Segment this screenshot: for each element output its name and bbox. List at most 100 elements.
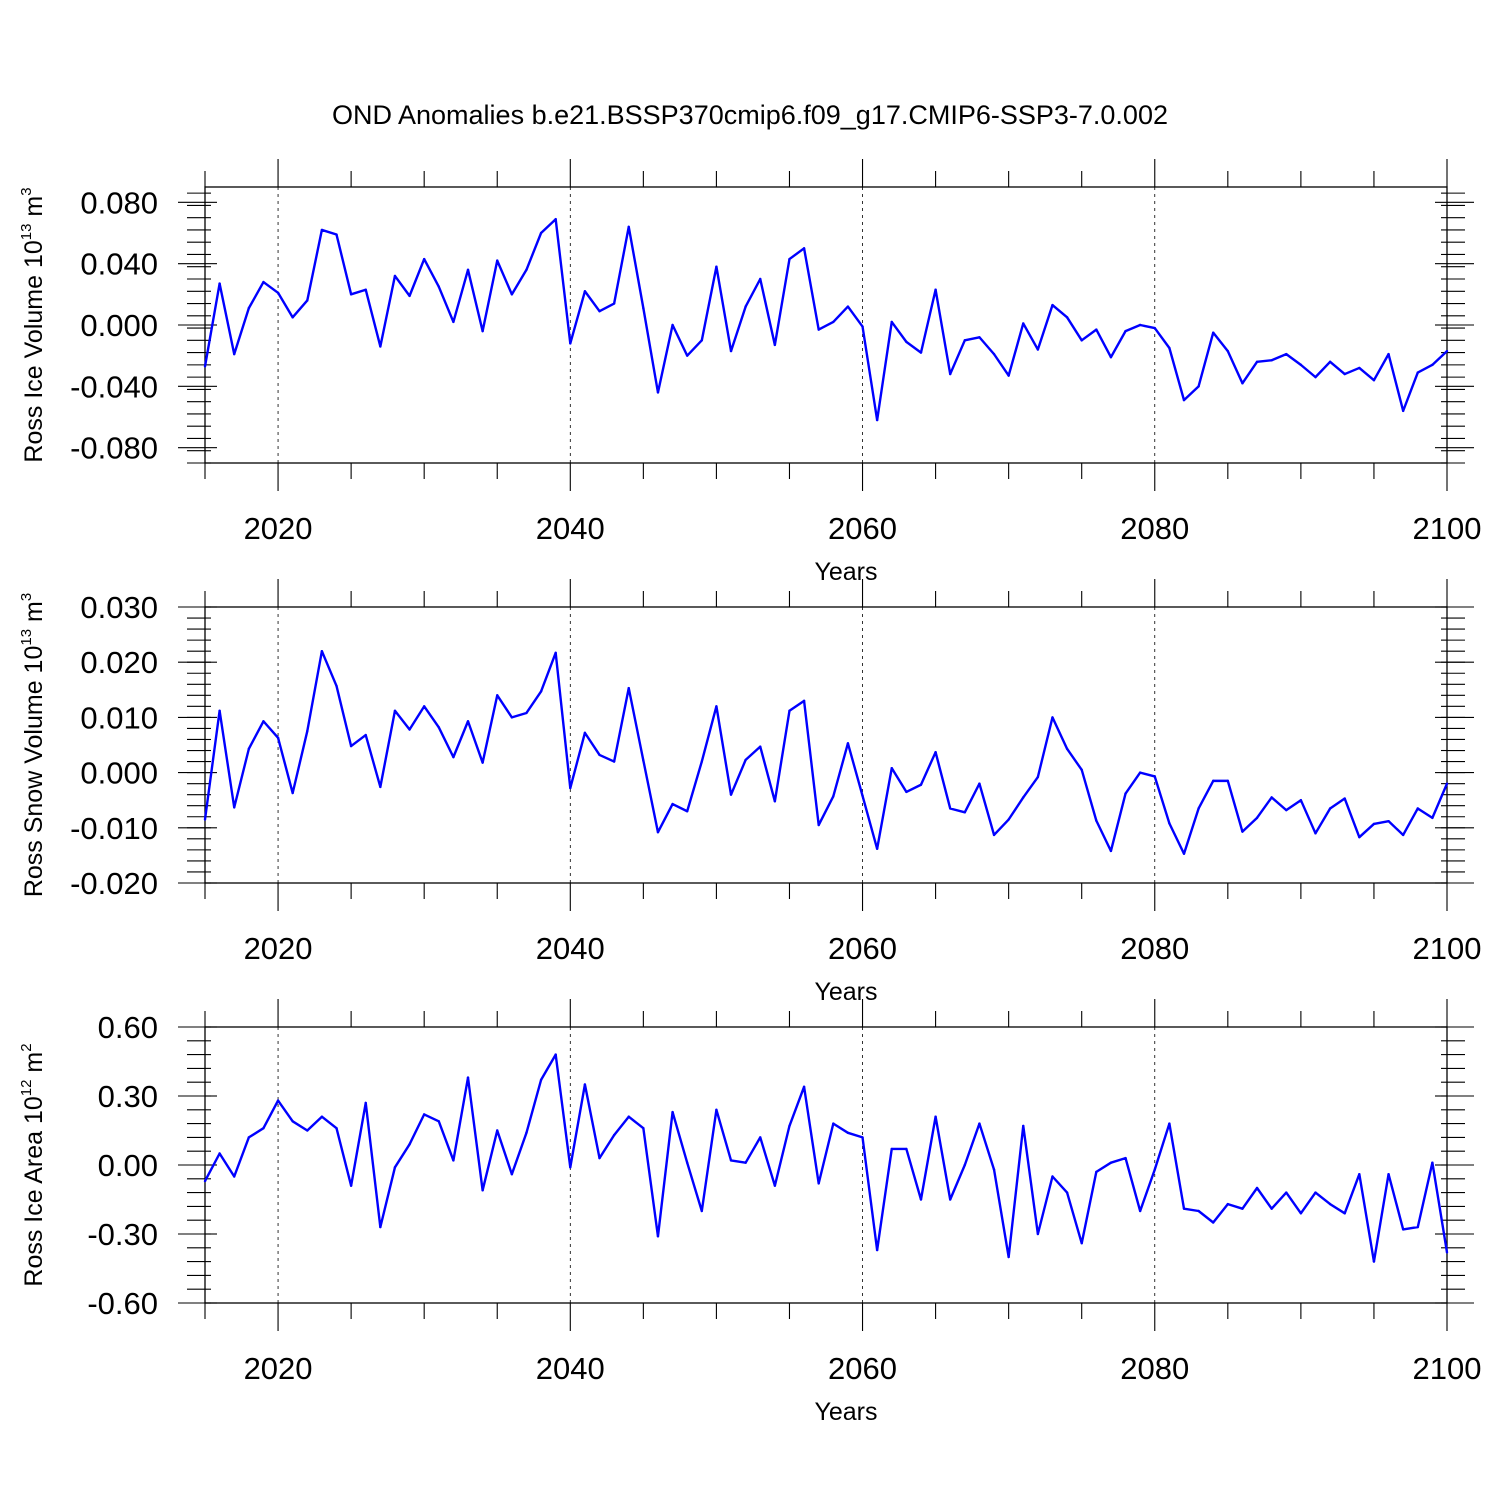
data-point [1080,1242,1083,1245]
data-point [379,345,382,348]
data-point [1109,1161,1113,1164]
data-point [1036,348,1040,351]
data-point [1358,366,1361,370]
data-point [656,391,660,394]
data-point [612,760,616,763]
data-point [291,791,294,795]
y-axis-label: Ross Snow Volume 1013 m3 [18,593,48,897]
data-point [554,1053,557,1056]
data-point [642,1127,645,1130]
data-point [1153,1168,1156,1171]
data-point [320,1115,324,1118]
data-point [598,310,601,313]
data-point [759,277,762,281]
data-point [1168,822,1171,825]
data-point [276,1099,280,1102]
x-tick-label: 2080 [1120,1351,1189,1386]
data-point [846,742,850,745]
data-point [978,782,981,785]
data-point [349,293,353,296]
data-point [1241,830,1244,833]
data-point [247,747,251,751]
data-point [408,728,411,731]
data-point [627,1115,630,1118]
data-point [1182,398,1186,402]
data-point [1022,796,1025,799]
data-point [875,418,879,422]
y-tick-label: 0.010 [80,700,158,735]
data-point [335,684,338,688]
data-point [262,280,265,284]
data-point [291,316,294,319]
data-point [861,794,864,797]
data-point [1255,816,1259,820]
data-point [539,231,543,235]
x-tick-label: 2100 [1413,511,1482,546]
y-axis-label-unit-exp: 3 [18,593,35,601]
y-tick-label: 0.60 [98,1010,158,1045]
data-point [1270,359,1273,362]
data-point [1343,797,1346,800]
data-point [1285,1191,1288,1194]
data-point [934,750,937,754]
data-point [525,711,528,715]
data-point [320,649,324,653]
x-axis-label: Years [814,558,877,586]
data-point [1328,360,1332,363]
data-point [437,1120,440,1123]
data-point [1401,833,1405,837]
y-tick-label: -0.30 [87,1217,158,1252]
data-point [539,1078,543,1082]
data-point [715,1108,718,1112]
data-point [978,336,981,339]
data-point [262,1127,265,1130]
data-point [671,323,674,327]
data-point [1226,779,1230,783]
data-point [890,1147,893,1151]
data-point [1138,771,1142,774]
data-point [569,1166,572,1169]
data-point [393,1166,397,1169]
data-point [203,1179,207,1183]
data-point [1328,1202,1332,1206]
data-point [1124,792,1127,795]
data-point [729,793,733,796]
data-point [598,753,601,757]
data-point [233,352,236,356]
data-point [1299,1212,1303,1215]
data-point [685,354,689,357]
data-point [598,1156,601,1160]
data-point [700,339,703,342]
data-point [233,1175,236,1178]
data-point [481,1189,484,1192]
data-point [1431,816,1434,820]
data-point [905,340,908,344]
data-point [1051,1175,1054,1178]
data-point [569,786,572,790]
data-point [437,726,440,729]
data-point [1416,1225,1419,1229]
data-point [949,807,952,810]
data-point [1109,356,1113,359]
data-point [817,823,820,827]
data-point [1416,371,1419,374]
data-point [1401,1228,1405,1231]
data-point [627,225,630,229]
data-point [1007,818,1010,821]
data-point [1358,835,1361,839]
data-point [496,694,499,697]
data-point [978,1122,981,1125]
x-tick-label: 2060 [828,1351,897,1386]
x-tick-label: 2060 [828,931,897,966]
data-point [1328,807,1332,810]
data-point [992,833,996,837]
plot-frame [204,1026,1448,1304]
y-axis-label-text: Ross Ice Volume 10 [20,240,48,462]
x-tick-label: 2020 [244,511,313,546]
data-point [802,247,806,250]
data-point [890,320,893,324]
data-point [583,731,587,735]
data-point [218,1152,221,1155]
data-point [934,1115,937,1118]
